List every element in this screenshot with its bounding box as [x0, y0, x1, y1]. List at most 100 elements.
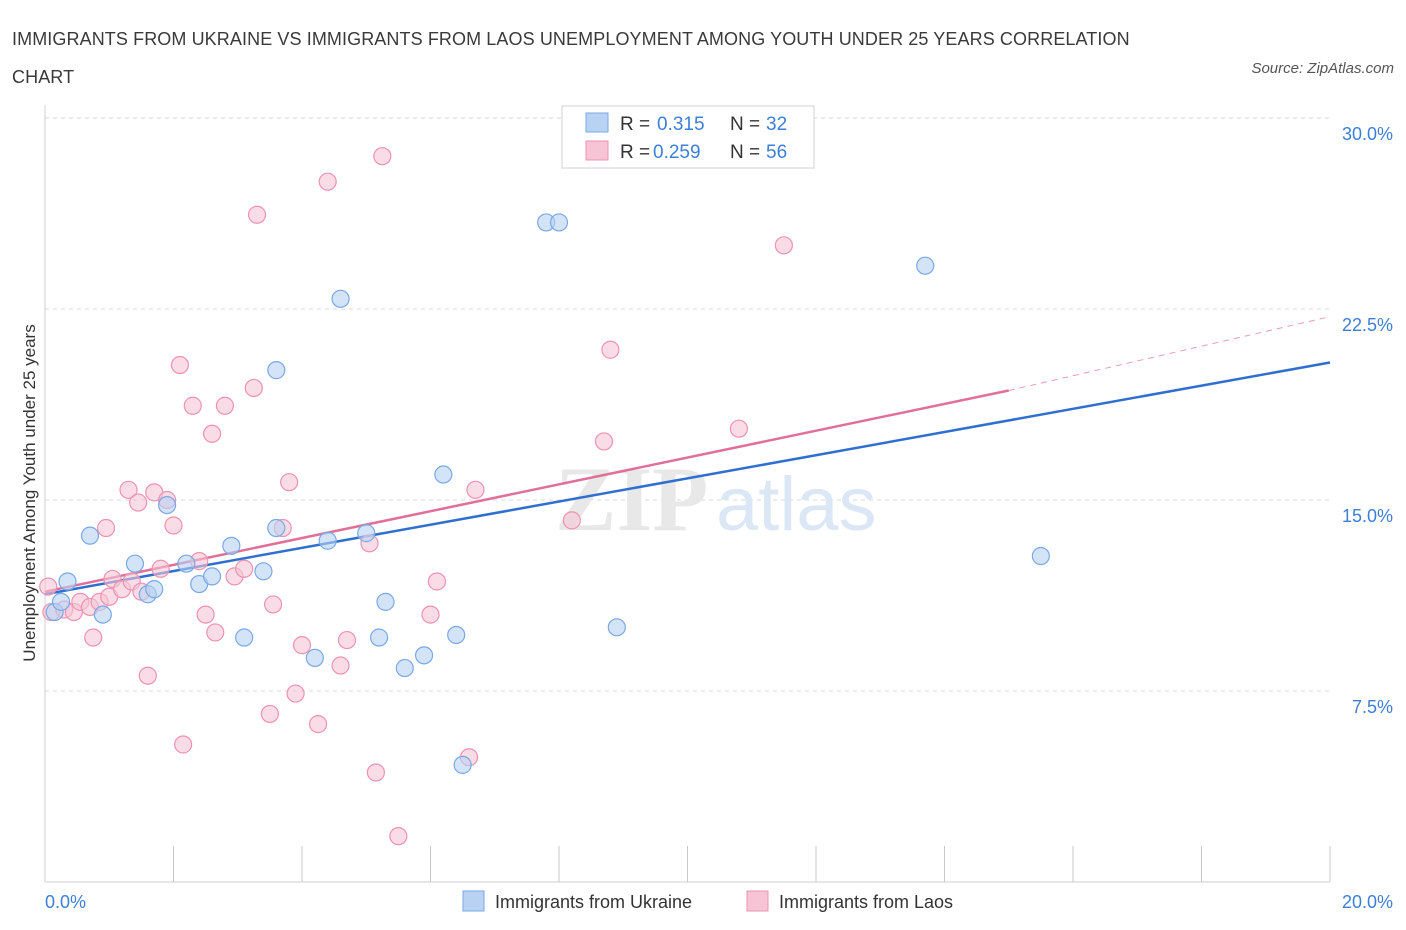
- data-point-ukraine: [157, 495, 177, 515]
- data-point-ukraine: [376, 592, 395, 611]
- data-point-ukraine: [235, 628, 254, 647]
- data-point-laos: [138, 666, 157, 685]
- data-point-ukraine: [414, 646, 434, 665]
- data-point-laos: [174, 735, 193, 754]
- bottom-legend-label-laos: Immigrants from Laos: [779, 892, 953, 912]
- data-point-ukraine: [222, 536, 241, 555]
- legend-swatch-laos: [585, 140, 609, 161]
- data-point-ukraine: [370, 628, 389, 647]
- data-point-laos: [389, 827, 408, 846]
- data-point-laos: [151, 559, 170, 578]
- data-point-ukraine: [331, 289, 350, 308]
- data-point-ukraine: [1031, 546, 1050, 566]
- data-point-laos: [206, 623, 225, 642]
- data-point-ukraine: [916, 256, 935, 275]
- legend-n-value-laos: 56: [766, 142, 787, 163]
- data-point-laos: [164, 516, 183, 535]
- data-point-laos: [280, 473, 299, 492]
- data-point-ukraine: [58, 572, 77, 591]
- bottom-legend-swatch-laos: [746, 890, 769, 912]
- points-layer: [39, 147, 1050, 846]
- y-tick-label: 7.5%: [1352, 697, 1393, 717]
- data-point-laos: [170, 355, 190, 375]
- data-point-laos: [244, 378, 263, 398]
- data-point-laos: [729, 419, 749, 438]
- y-tick-label: 22.5%: [1342, 315, 1393, 335]
- data-point-ukraine: [177, 554, 196, 573]
- data-point-laos: [235, 559, 254, 578]
- data-point-ukraine: [267, 518, 286, 538]
- data-point-ukraine: [434, 465, 453, 484]
- data-point-laos: [84, 628, 103, 647]
- data-point-laos: [427, 572, 447, 591]
- data-point-laos: [421, 605, 440, 624]
- data-point-ukraine: [254, 562, 273, 581]
- data-point-ukraine: [267, 361, 286, 380]
- data-point-ukraine: [549, 213, 569, 232]
- data-point-laos: [119, 480, 138, 499]
- x-tick-label: 0.0%: [45, 892, 86, 912]
- data-point-laos: [318, 172, 337, 191]
- data-point-laos: [366, 763, 385, 782]
- data-point-ukraine: [453, 755, 472, 774]
- data-point-ukraine: [447, 625, 466, 645]
- tick-layer: 7.5% 15.0% 22.5% 30.0% 0.0% 20.0%: [45, 124, 1393, 912]
- data-point-laos: [202, 424, 222, 443]
- legend-r-label: R =: [620, 114, 650, 135]
- y-tick-label: 30.0%: [1342, 124, 1393, 144]
- watermark-zip: ZIP: [555, 448, 708, 550]
- x-tick-label: 20.0%: [1342, 892, 1393, 912]
- data-point-ukraine: [318, 531, 337, 550]
- data-point-ukraine: [145, 580, 164, 599]
- data-point-laos: [373, 147, 392, 166]
- legend-swatch-ukraine: [585, 112, 609, 133]
- watermark: ZIP atlas: [555, 448, 877, 550]
- legend-box: R = 0.315 N = 32 R = 0.259 N = 56: [561, 105, 815, 169]
- chart-source: Source: ZipAtlas.com: [1251, 60, 1394, 77]
- data-point-laos: [308, 715, 328, 734]
- data-point-laos: [247, 205, 267, 224]
- data-point-laos: [196, 605, 215, 624]
- data-point-ukraine: [80, 526, 100, 545]
- data-point-ukraine: [202, 567, 222, 586]
- data-point-laos: [337, 630, 357, 650]
- data-point-ukraine: [93, 605, 112, 624]
- data-point-laos: [292, 636, 312, 655]
- legend-r-value-ukraine: 0.315: [657, 114, 705, 135]
- data-point-ukraine: [305, 648, 324, 667]
- trend-line-extension-laos: [1008, 316, 1331, 391]
- data-point-laos: [286, 684, 305, 703]
- data-point-ukraine: [607, 618, 626, 637]
- data-point-laos: [562, 511, 581, 530]
- data-point-laos: [466, 480, 485, 499]
- legend-n-label: N =: [730, 142, 760, 163]
- legend-r-label: R =: [620, 142, 650, 163]
- bottom-legend-swatch-ukraine: [462, 890, 485, 912]
- data-point-laos: [215, 396, 234, 415]
- axis-layer: [44, 105, 1330, 883]
- chart-title: IMMIGRANTS FROM UKRAINE VS IMMIGRANTS FR…: [12, 29, 1130, 87]
- data-point-ukraine: [395, 658, 414, 678]
- data-point-laos: [601, 340, 620, 359]
- data-point-ukraine: [51, 592, 71, 611]
- y-tick-label: 15.0%: [1342, 506, 1393, 526]
- data-point-laos: [774, 236, 793, 255]
- y-axis-label: Unemployment Among Youth under 25 years: [20, 324, 39, 661]
- data-point-laos: [331, 656, 350, 675]
- data-point-laos: [96, 518, 116, 538]
- bottom-legend-label-ukraine: Immigrants from Ukraine: [495, 892, 692, 912]
- data-point-ukraine: [125, 554, 145, 573]
- legend-n-value-ukraine: 32: [766, 114, 787, 135]
- bottom-legend: Immigrants from Ukraine Immigrants from …: [462, 890, 953, 912]
- data-point-laos: [260, 704, 279, 724]
- data-point-laos: [183, 396, 202, 415]
- data-point-laos: [263, 595, 283, 614]
- legend-n-label: N =: [730, 114, 760, 135]
- trend-line-ukraine: [44, 361, 1331, 596]
- legend-r-value-laos: 0.259: [653, 142, 701, 163]
- watermark-atlas: atlas: [716, 462, 877, 547]
- data-point-laos: [594, 432, 614, 451]
- data-point-laos: [39, 577, 58, 596]
- data-point-laos: [129, 493, 148, 512]
